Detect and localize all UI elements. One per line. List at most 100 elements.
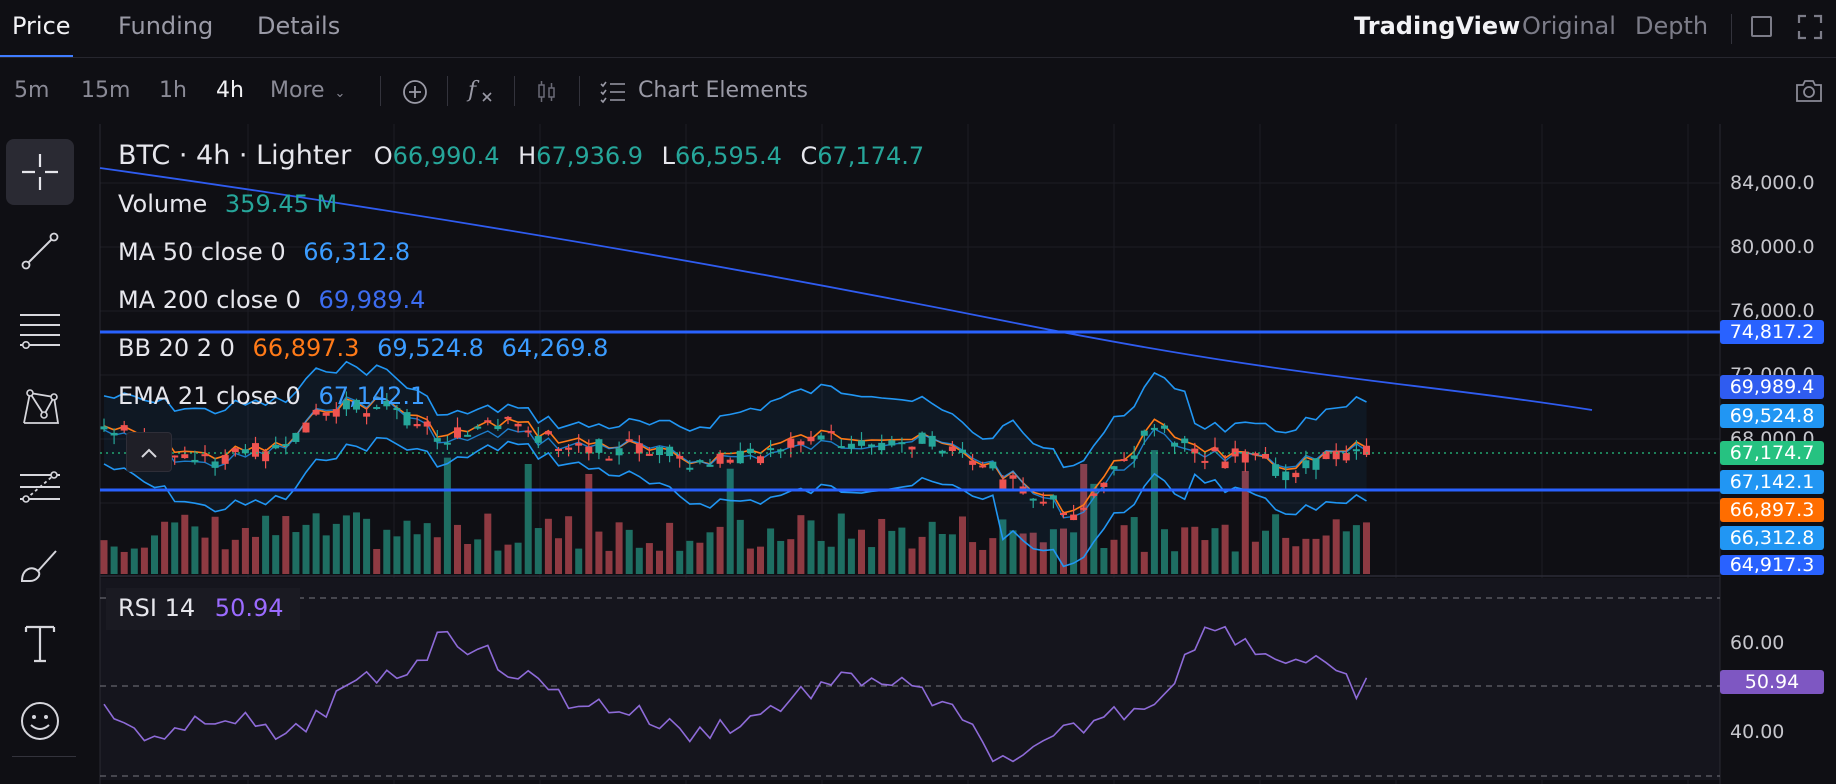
view-tab-tradingview[interactable]: TradingView (1354, 12, 1521, 40)
candle-body (524, 430, 532, 433)
candle-body (1181, 438, 1189, 444)
ma200-legend[interactable]: MA 200 close 0 69,989.4 (118, 286, 425, 314)
candle-body (1282, 471, 1290, 481)
tab-funding[interactable]: Funding (118, 12, 214, 40)
candle-body (878, 442, 886, 451)
view-tab-depth[interactable]: Depth (1635, 12, 1709, 40)
volume-bar (575, 548, 583, 574)
candle-body (1262, 453, 1269, 459)
candle-body (110, 432, 118, 436)
emoji-tool[interactable] (6, 688, 74, 754)
text-tool[interactable] (6, 610, 74, 676)
candle-body (1140, 430, 1148, 436)
view-tab-original[interactable]: Original (1522, 12, 1616, 40)
open-label: O (373, 142, 393, 170)
candle-body (999, 479, 1007, 490)
trendline-tool[interactable] (6, 218, 74, 284)
volume-bar (464, 543, 472, 574)
add-indicator-icon[interactable] (401, 78, 429, 106)
pattern-icon (23, 389, 60, 424)
chevron-up-icon (141, 448, 157, 458)
function-icon[interactable]: f (466, 76, 496, 106)
candle-body (322, 412, 330, 416)
volume-bar (171, 522, 179, 574)
horizontal-lines-tool[interactable] (6, 296, 74, 362)
camera-icon[interactable] (1794, 78, 1824, 104)
candle-body (948, 446, 956, 452)
fullscreen-icon[interactable] (1797, 14, 1823, 40)
candle-body (1049, 495, 1057, 500)
ma50-value: 66,312.8 (303, 238, 411, 266)
timeframe-15m[interactable]: 15m (81, 78, 131, 103)
volume-bar (1039, 542, 1047, 574)
candle-body (969, 460, 977, 465)
candle-body (847, 443, 855, 449)
volume-bar (1150, 450, 1158, 574)
candle-body (191, 459, 199, 463)
candle-body (292, 432, 300, 442)
ma200-label: MA 200 close 0 (118, 286, 301, 314)
candle-body (1120, 459, 1128, 462)
volume-bar (373, 548, 381, 574)
timeframe-more[interactable]: More ⌄ (270, 78, 345, 103)
pattern-tool[interactable] (6, 374, 74, 440)
candle-body (231, 448, 239, 453)
volume-bar (1130, 517, 1138, 574)
candle-body (464, 434, 472, 437)
candle-body (979, 465, 987, 468)
candle-body (211, 461, 219, 468)
candle-body (262, 451, 270, 462)
timeframe-5m[interactable]: 5m (14, 78, 50, 103)
tab-price[interactable]: Price (12, 12, 71, 40)
collapse-legend-button[interactable] (126, 432, 172, 472)
tab-details[interactable]: Details (257, 12, 341, 40)
ma50-legend[interactable]: MA 50 close 0 66,312.8 (118, 238, 410, 266)
bb-legend[interactable]: BB 20 2 0 66,897.3 69,524.8 64,269.8 (118, 334, 608, 362)
volume-bar (726, 468, 734, 574)
volume-value: 359.45 M (224, 190, 338, 218)
price-axis-label: 76,000.0 (1730, 300, 1815, 322)
candle-body (635, 443, 643, 454)
chart-toolbar: 5m 15m 1h 4h More ⌄ f Chart Elements (0, 58, 1836, 124)
volume-bar (272, 535, 280, 574)
candle-body (1161, 425, 1168, 429)
ema-legend[interactable]: EMA 21 close 0 67,142.1 (118, 382, 425, 410)
candle-body (413, 424, 421, 427)
volume-bar (524, 464, 532, 574)
drawing-toolbar (0, 124, 80, 784)
rsi-legend[interactable]: RSI 14 50.94 (118, 594, 284, 622)
candle-body (827, 431, 835, 434)
fib-tool[interactable] (6, 452, 74, 518)
volume-bar (999, 519, 1007, 574)
volume-bar (403, 520, 411, 574)
volume-bar (686, 540, 694, 574)
symbol-label[interactable]: BTC · 4h · Lighter (118, 140, 352, 171)
crosshair-tool[interactable] (6, 139, 74, 205)
volume-bar (797, 515, 805, 574)
volume-bar (948, 534, 956, 574)
timeframe-1h[interactable]: 1h (159, 78, 187, 103)
candle-type-icon[interactable] (536, 80, 558, 104)
volume-bar (241, 527, 249, 574)
text-icon (24, 625, 56, 663)
candle-body (676, 455, 684, 459)
window-icon[interactable] (1751, 16, 1772, 37)
volume-bar (615, 522, 623, 574)
volume-bar (767, 528, 775, 574)
horizontal-lines-icon (20, 314, 60, 349)
brush-tool[interactable] (6, 532, 74, 598)
hline-price-tag[interactable]: 74,817.2 (1720, 320, 1824, 344)
volume-bar (100, 540, 108, 574)
volume-bar (555, 538, 562, 574)
volume-legend[interactable]: Volume 359.45 M (118, 190, 337, 218)
rsi-axis-label: 40.00 (1730, 721, 1785, 743)
candle-body (454, 427, 461, 438)
candle-body (504, 416, 512, 419)
hline-price-tag[interactable]: 64,917.3 (1720, 555, 1824, 575)
low-label: L (661, 142, 676, 170)
volume-bar (736, 519, 744, 574)
volume-bar (120, 551, 128, 574)
timeframe-4h[interactable]: 4h (216, 78, 244, 103)
brush-icon (20, 550, 57, 582)
